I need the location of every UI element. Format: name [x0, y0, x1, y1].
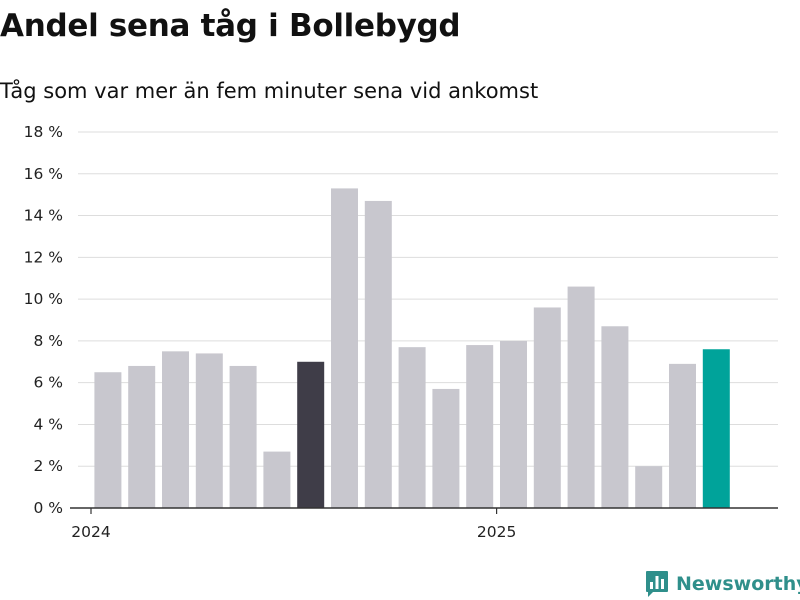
x-axis: [70, 507, 778, 514]
bar: [162, 351, 189, 508]
y-tick-label: 12 %: [24, 248, 63, 266]
y-tick-label: 6 %: [33, 374, 63, 392]
newsworthy-brand: Newsworthy: [645, 570, 800, 598]
bar: [466, 345, 494, 508]
bar: [669, 363, 696, 508]
y-tick-label: 16 %: [24, 165, 63, 183]
bar: [229, 365, 257, 508]
bar: [702, 349, 730, 508]
chart-subtitle: Tåg som var mer än fem minuter sena vid …: [0, 79, 539, 103]
bar: [601, 326, 629, 508]
bar: [500, 340, 527, 508]
bar: [432, 388, 460, 508]
bar: [398, 347, 426, 508]
bar: [297, 361, 325, 508]
bar-chart: 0 % 2 % 4 % 6 % 8 % 10 % 12 % 14 % 16 % 18 % 2024…: [24, 123, 778, 541]
y-tick-label: 0 %: [33, 499, 63, 517]
y-tick-label: 4 %: [33, 415, 63, 433]
y-tick-label: 2 %: [33, 457, 63, 475]
y-tick-label: 14 %: [24, 207, 63, 225]
gridlines: [78, 131, 778, 467]
chart-title: Andel sena tåg i Bollebygd: [0, 8, 461, 44]
x-tick-labels: 2024 2025: [71, 523, 516, 541]
bars: [94, 188, 730, 508]
bar: [94, 372, 122, 508]
x-tick-label: 2025: [477, 523, 516, 541]
newsworthy-logo-icon: [646, 571, 668, 597]
y-tick-label: 18 %: [24, 123, 63, 141]
bar: [533, 307, 561, 508]
bar: [364, 200, 392, 508]
bar: [635, 466, 663, 508]
y-tick-labels: 0 % 2 % 4 % 6 % 8 % 10 % 12 % 14 % 16 % 18 %: [24, 123, 63, 517]
y-tick-label: 8 %: [33, 332, 63, 350]
bar: [195, 353, 223, 508]
bar: [128, 365, 156, 508]
brand-name: Newsworthy: [676, 573, 800, 595]
bar: [263, 451, 291, 508]
x-tick-label: 2024: [71, 523, 110, 541]
bar: [567, 286, 595, 508]
y-tick-label: 10 %: [24, 290, 63, 308]
bar: [331, 188, 358, 508]
